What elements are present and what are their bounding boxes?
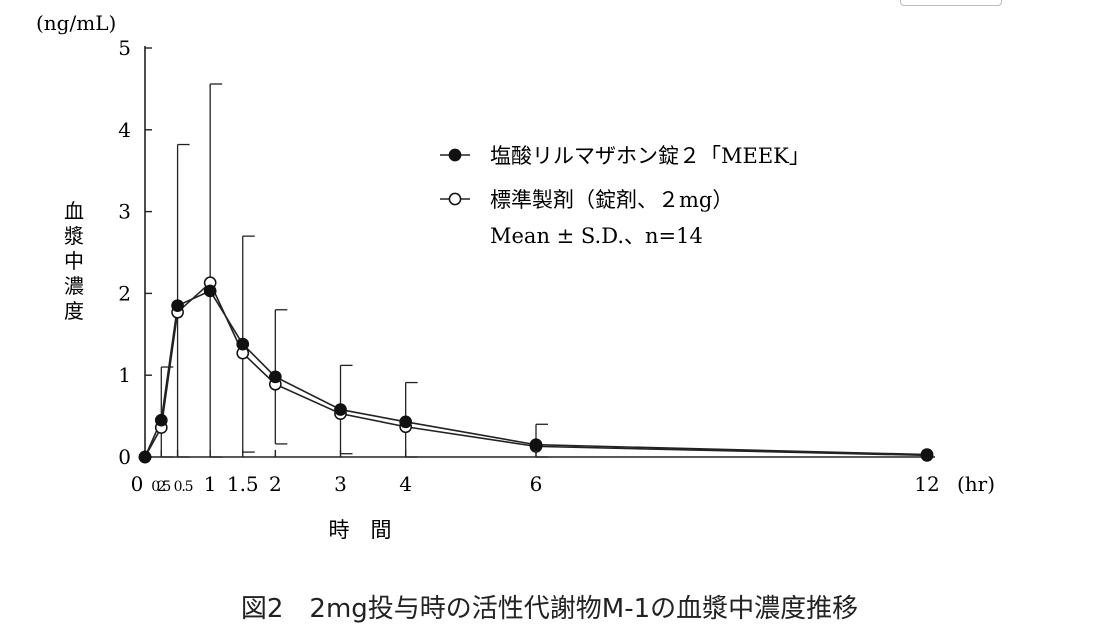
data-point-series-0 xyxy=(529,438,543,452)
x-tick-label: 0.25 xyxy=(151,479,171,495)
x-unit-label: (hr) xyxy=(957,472,995,496)
series-line-1 xyxy=(144,281,928,458)
legend-label: 塩酸リルマザホン錠２「MEEK」 xyxy=(490,144,810,168)
data-point-series-0 xyxy=(171,299,184,313)
data-point-series-0 xyxy=(138,450,152,464)
x-tick-label: 0.5 xyxy=(174,479,194,495)
y-tick-label: 5 xyxy=(118,36,131,60)
x-tick-label: 2 xyxy=(269,472,282,496)
x-tick-label: 4 xyxy=(399,472,412,496)
data-point-series-0 xyxy=(334,403,347,416)
series-lines xyxy=(144,281,928,458)
data-point-series-0 xyxy=(154,413,168,427)
legend-marker xyxy=(448,192,462,206)
x-tick-label: 0 xyxy=(131,472,144,496)
x-tick-label: 1 xyxy=(204,472,217,496)
y-axis-label-char: 度 xyxy=(64,299,84,323)
data-point-series-0 xyxy=(920,448,934,461)
series-line-0 xyxy=(144,289,928,458)
x-tick-label: 12 xyxy=(914,472,939,496)
x-tick-label: 1.5 xyxy=(227,472,259,496)
y-axis-label-char: 血 xyxy=(64,199,84,223)
y-tick-label: 1 xyxy=(118,363,131,387)
y-axis-label-char: 濃 xyxy=(64,274,84,298)
series-markers xyxy=(138,276,934,464)
x-tick-label: 6 xyxy=(530,472,543,496)
legend-marker xyxy=(448,148,462,162)
data-point-series-0 xyxy=(236,337,250,351)
y-tick-label: 0 xyxy=(118,445,131,469)
data-point-series-0 xyxy=(203,284,217,298)
legend-note: Mean ± S.D.、n=14 xyxy=(490,224,703,248)
legend: 塩酸リルマザホン錠２「MEEK」標準製剤（錠剤、２mg） Mean ± S.D.、… xyxy=(440,144,810,248)
y-axis-label-char: 中 xyxy=(64,249,84,273)
data-point-series-0 xyxy=(399,415,413,429)
x-axis-label: 時 間 xyxy=(329,518,392,542)
corner-box-decoration xyxy=(900,0,1002,6)
y-tick-label: 3 xyxy=(118,200,131,224)
y-unit-label: (ng/mL) xyxy=(36,11,116,35)
figure-caption: 図2 2mg投与時の活性代謝物M-1の血漿中濃度推移 xyxy=(240,594,859,624)
y-tick-label: 2 xyxy=(118,281,131,305)
error-bars xyxy=(160,83,548,458)
data-point-series-0 xyxy=(268,370,282,384)
y-tick-label: 4 xyxy=(118,118,131,142)
axes xyxy=(144,46,935,458)
x-tick-label: 3 xyxy=(334,472,347,496)
y-axis-label-char: 漿 xyxy=(64,224,84,248)
legend-label: 標準製剤（錠剤、２mg） xyxy=(490,188,733,212)
